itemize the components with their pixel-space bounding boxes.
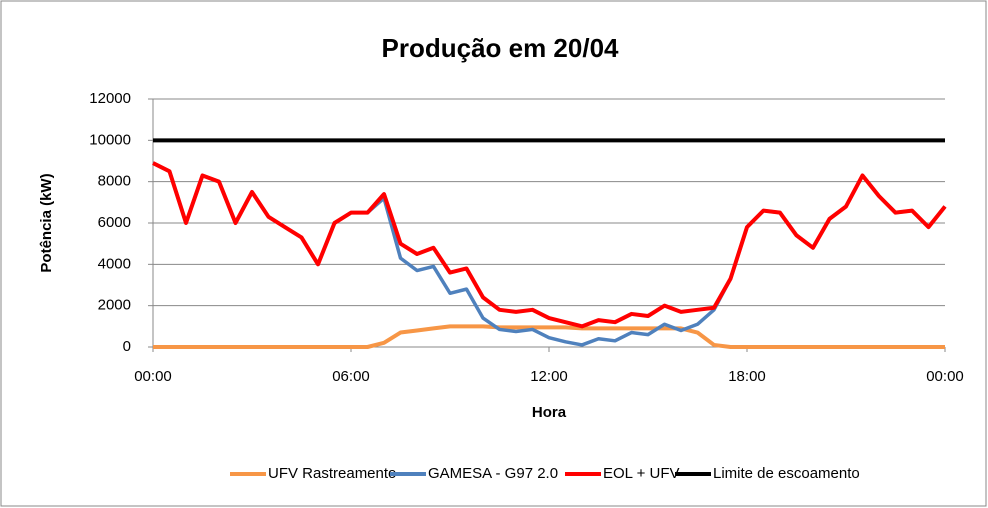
y-tick-label: 2000 (98, 297, 131, 314)
chart-title: Produção em 20/04 (382, 33, 620, 63)
y-axis-label: Potência (kW) (38, 173, 55, 272)
x-tick-label: 12:00 (530, 368, 568, 385)
legend-label: GAMESA - G97 2.0 (428, 465, 558, 482)
x-tick-label: 18:00 (728, 368, 766, 385)
line-series (152, 161, 947, 329)
legend-label: EOL + UFV (603, 465, 680, 482)
y-tick-label: 10000 (89, 131, 131, 148)
y-tick-label: 4000 (98, 255, 131, 272)
y-tick-label: 8000 (98, 173, 131, 190)
x-tick-label: 00:00 (134, 368, 172, 385)
y-tick-label: 6000 (98, 214, 131, 231)
x-axis-label: Hora (532, 404, 567, 421)
y-tick-label: 0 (123, 338, 131, 355)
x-tick-label: 06:00 (332, 368, 370, 385)
line-series (153, 324, 945, 349)
y-tick-label: 12000 (89, 90, 131, 107)
legend-label: UFV Rastreamento (268, 465, 396, 482)
x-tick-label: 00:00 (926, 368, 964, 385)
legend-label: Limite de escoamento (713, 465, 860, 482)
